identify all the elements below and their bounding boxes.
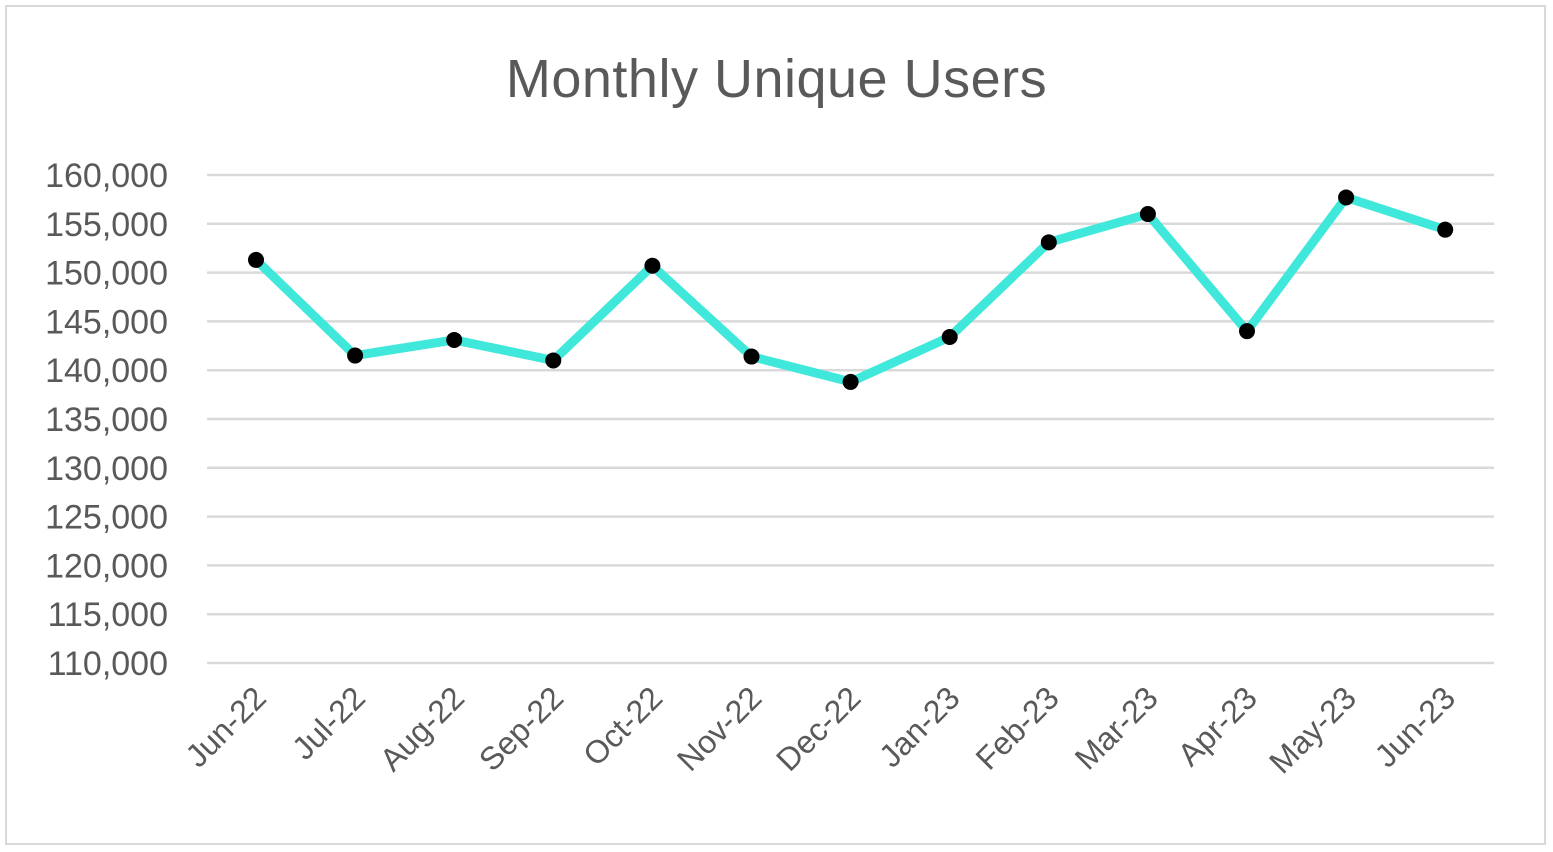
data-point xyxy=(941,329,958,346)
y-tick-label: 125,000 xyxy=(45,499,168,537)
y-tick-label: 130,000 xyxy=(45,450,168,488)
x-tick-label: Oct-22 xyxy=(576,679,669,772)
x-tick-label: Jul-22 xyxy=(285,679,372,766)
data-point xyxy=(1437,221,1454,238)
y-tick-label: 115,000 xyxy=(48,596,168,634)
data-point xyxy=(1239,323,1255,340)
data-point xyxy=(446,331,463,348)
y-tick-label: 135,000 xyxy=(45,401,168,439)
y-axis-tick-labels: 160,000 155,000 150,000 145,000 140,000 135,0… xyxy=(45,157,168,683)
x-tick-label: Nov-22 xyxy=(670,679,768,777)
data-point xyxy=(248,251,264,268)
data-point xyxy=(545,352,562,369)
series-line xyxy=(251,192,1450,387)
y-tick-label: 150,000 xyxy=(45,255,168,293)
chart-frame xyxy=(5,5,1546,845)
data-point xyxy=(743,348,760,365)
data-point xyxy=(1040,234,1057,251)
x-tick-label: Apr-23 xyxy=(1171,679,1264,772)
x-tick-label: Aug-22 xyxy=(373,679,471,777)
chart-title: Monthly Unique Users xyxy=(505,49,1048,109)
y-tick-label: 120,000 xyxy=(45,547,168,585)
y-tick-label: 160,000 xyxy=(45,157,168,195)
data-point xyxy=(842,373,859,390)
x-tick-label: May-23 xyxy=(1262,679,1363,780)
data-point xyxy=(1139,206,1156,223)
x-tick-label: Jan-23 xyxy=(872,679,967,774)
gridlines xyxy=(207,173,1494,665)
y-tick-label: 140,000 xyxy=(45,352,168,390)
x-tick-label: Dec-22 xyxy=(769,679,867,777)
series-points xyxy=(248,189,1454,390)
x-axis-tick-labels: Jun-22 Jul-22 Aug-22 Sep-22 Oct-22 Nov-22 Dec-… xyxy=(178,679,1462,780)
x-tick-label: Jun-23 xyxy=(1368,679,1463,774)
x-tick-label: Mar-23 xyxy=(1068,679,1165,776)
series-line-path xyxy=(251,192,1450,387)
data-point xyxy=(1338,189,1355,206)
data-point xyxy=(644,257,661,274)
y-tick-label: 110,000 xyxy=(48,645,168,683)
x-tick-label: Sep-22 xyxy=(472,679,570,777)
x-tick-label: Feb-23 xyxy=(969,679,1066,776)
data-point xyxy=(347,347,364,364)
y-tick-label: 155,000 xyxy=(45,206,168,244)
y-tick-label: 145,000 xyxy=(45,303,168,341)
x-tick-label: Jun-22 xyxy=(178,679,273,774)
